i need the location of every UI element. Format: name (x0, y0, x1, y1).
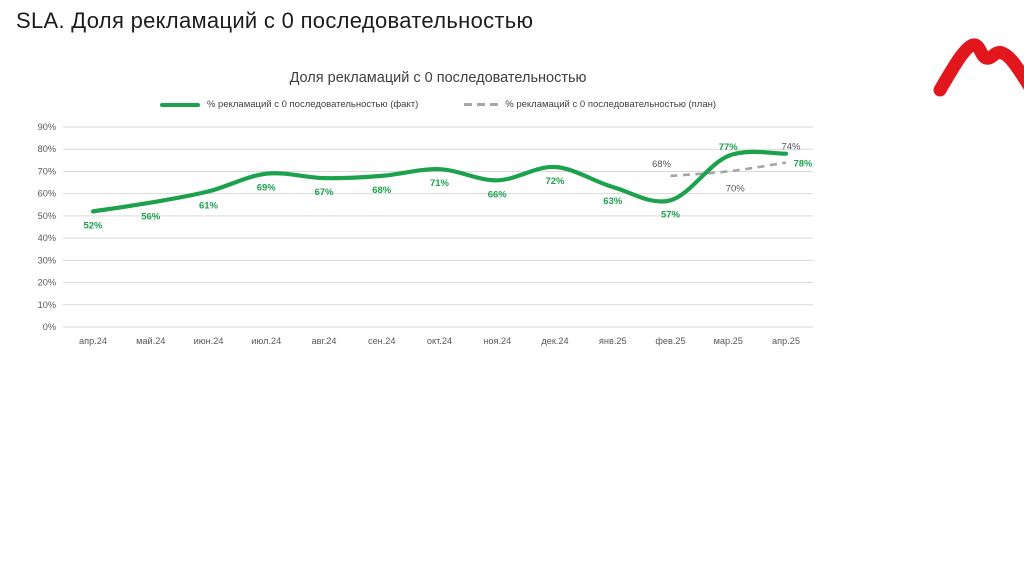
x-tick-label: апр.24 (79, 336, 107, 346)
y-tick-label: 0% (43, 322, 56, 332)
x-tick-label: дек.24 (541, 336, 568, 346)
fact-data-label: 57% (661, 209, 681, 220)
y-tick-label: 40% (38, 233, 56, 243)
fact-data-label: 77% (719, 142, 739, 153)
x-tick-label: май.24 (136, 336, 165, 346)
y-tick-label: 10% (38, 300, 56, 310)
y-tick-label: 60% (38, 189, 56, 199)
x-tick-label: сен.24 (368, 336, 396, 346)
legend-item-plan: % рекламаций с 0 последовательностью (пл… (464, 99, 716, 110)
chart-title: Доля рекламаций с 0 последовательностью (289, 70, 587, 86)
fact-data-label: 69% (257, 183, 277, 194)
chart: Доля рекламаций с 0 последовательностью … (0, 58, 1024, 368)
fact-data-label: 56% (141, 212, 161, 223)
fact-data-label: 68% (372, 185, 392, 196)
solid-line-icon (159, 102, 200, 107)
fact-data-label: 63% (603, 196, 623, 207)
chart-legend: % рекламаций с 0 последовательностью (фа… (63, 99, 813, 110)
y-axis-labels: 0% 10% 20% 30% 40% 50% 60% 70% 80% 90% (38, 122, 56, 332)
y-tick-label: 80% (38, 144, 56, 154)
x-tick-label: июл.24 (251, 336, 281, 346)
fact-data-label: 61% (199, 200, 219, 211)
x-axis-labels: апр.24 май.24 июн.24 июл.24 авг.24 сен.24 окт.… (79, 336, 800, 346)
x-tick-label: мар.25 (714, 336, 743, 346)
m-swoosh-icon (933, 38, 1024, 97)
plan-data-label: 74% (781, 142, 801, 153)
line-chart-plot: 0% 10% 20% 30% 40% 50% 60% 70% 80% 90% апр.24 май.2… (38, 122, 813, 346)
fact-data-label: 66% (488, 189, 508, 200)
y-tick-label: 70% (38, 166, 56, 176)
plan-line-path (670, 161, 787, 178)
x-tick-label: фев.25 (655, 336, 685, 346)
y-tick-label: 50% (38, 211, 56, 221)
y-tick-label: 30% (38, 255, 56, 265)
x-tick-label: авг.24 (312, 336, 337, 346)
brand-logo (932, 18, 1024, 118)
legend-label-plan: % рекламаций с 0 последовательностью (пл… (505, 99, 717, 110)
gridlines (63, 126, 813, 328)
plan-data-label: 68% (652, 159, 672, 170)
x-tick-label: янв.25 (599, 336, 627, 346)
fact-data-label: 52% (83, 220, 103, 231)
legend-label-fact: % рекламаций с 0 последовательностью (фа… (206, 99, 419, 110)
fact-data-label: 78% (793, 159, 813, 170)
slide-title: SLA. Доля рекламаций с 0 последовательно… (16, 8, 534, 33)
x-tick-label: окт.24 (427, 336, 452, 346)
y-tick-label: 90% (38, 122, 56, 132)
fact-data-label: 71% (430, 178, 450, 189)
legend-item-fact: % рекламаций с 0 последовательностью (фа… (159, 99, 419, 110)
fact-data-label: 67% (314, 187, 334, 198)
dashed-line-icon (464, 103, 499, 106)
fact-data-label: 72% (545, 176, 565, 187)
x-tick-label: июн.24 (194, 336, 224, 346)
data-labels: 52% 56% 61% 69% 67% 68% 71% 66% 72% 63% 57% 77% 78% 6… (83, 142, 813, 232)
x-tick-label: апр.25 (772, 336, 800, 346)
plan-data-label: 70% (726, 183, 746, 194)
x-tick-label: ноя.24 (483, 336, 511, 346)
fact-line-path (90, 149, 789, 214)
y-tick-label: 20% (38, 278, 56, 288)
